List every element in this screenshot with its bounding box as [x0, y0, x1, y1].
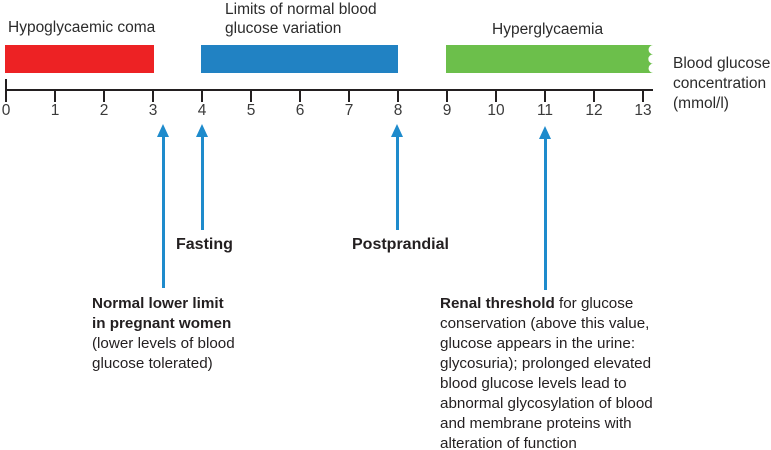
axis-tick [642, 89, 644, 102]
axis-tick-label: 12 [585, 102, 603, 119]
fasting-arrow-icon [195, 124, 209, 230]
axis-tick [299, 89, 301, 102]
axis-tick [544, 89, 546, 102]
pregnant-limit-note-text: (lower levels of blood glucose tolerated… [92, 335, 235, 372]
axis-tick-label: 13 [634, 102, 652, 119]
pregnant-limit-note-bold: Normal lower limit in pregnant women [92, 295, 232, 332]
axis-tick [495, 89, 497, 102]
axis-tick [103, 89, 105, 102]
postprandial-label: Postprandial [352, 236, 449, 253]
axis-tick [348, 89, 350, 102]
axis-tick-label: 6 [295, 102, 305, 119]
axis-tick-label: 2 [99, 102, 109, 119]
arrow-shaft [200, 137, 204, 230]
axis-tick-label: 1 [50, 102, 60, 119]
axis-tick-label: 7 [344, 102, 354, 119]
hypoglycaemic-coma-bar [5, 45, 154, 73]
axis-tick-label: 0 [1, 102, 11, 119]
hypoglycaemic-coma-label: Hypoglycaemic coma [8, 19, 156, 36]
axis-tick [593, 89, 595, 102]
arrow-shaft [395, 137, 399, 230]
renal-threshold-note-bold: Renal threshold [440, 295, 555, 312]
axis-tick-label: 11 [536, 102, 554, 119]
axis-tick-label: 5 [246, 102, 256, 119]
arrow-shaft [161, 137, 165, 288]
arrow-head-icon [391, 124, 403, 137]
axis-tick [54, 89, 56, 102]
arrow-head-icon [539, 126, 551, 139]
hyperglycaemia-bar [446, 45, 653, 73]
renal-threshold-note: Renal threshold for glucose conservation… [440, 294, 678, 450]
axis-tick-label: 8 [393, 102, 403, 119]
axis-tick [201, 89, 203, 102]
axis-tick [152, 89, 154, 102]
normal-range-bar [201, 45, 398, 73]
arrow-shaft [543, 139, 547, 290]
hyperglycaemia-bar-shape [446, 45, 653, 73]
axis-tick-label: 3 [148, 102, 158, 119]
axis-tick [250, 89, 252, 102]
axis-tick [397, 89, 399, 102]
renal-threshold-arrow-icon [538, 126, 552, 290]
arrow-head-icon [196, 124, 208, 137]
fasting-label: Fasting [176, 236, 233, 253]
axis-tick [5, 79, 7, 102]
pregnant-limit-arrow-icon [156, 124, 170, 288]
axis-tick-label: 10 [487, 102, 505, 119]
axis-tick [446, 89, 448, 102]
axis-title: Blood glucose concentration (mmol/l) [673, 55, 771, 112]
pregnant-limit-note: Normal lower limit in pregnant women (lo… [92, 294, 272, 374]
hyperglycaemia-label: Hyperglycaemia [492, 21, 604, 38]
arrow-head-icon [157, 124, 169, 137]
renal-threshold-note-text: for glucose conservation (above this val… [440, 295, 653, 450]
axis-tick-label: 4 [197, 102, 207, 119]
normal-range-label: Limits of normal blood glucose variation [225, 1, 377, 37]
axis-tick-label: 9 [442, 102, 452, 119]
postprandial-arrow-icon [390, 124, 404, 230]
axis-line [5, 89, 653, 91]
